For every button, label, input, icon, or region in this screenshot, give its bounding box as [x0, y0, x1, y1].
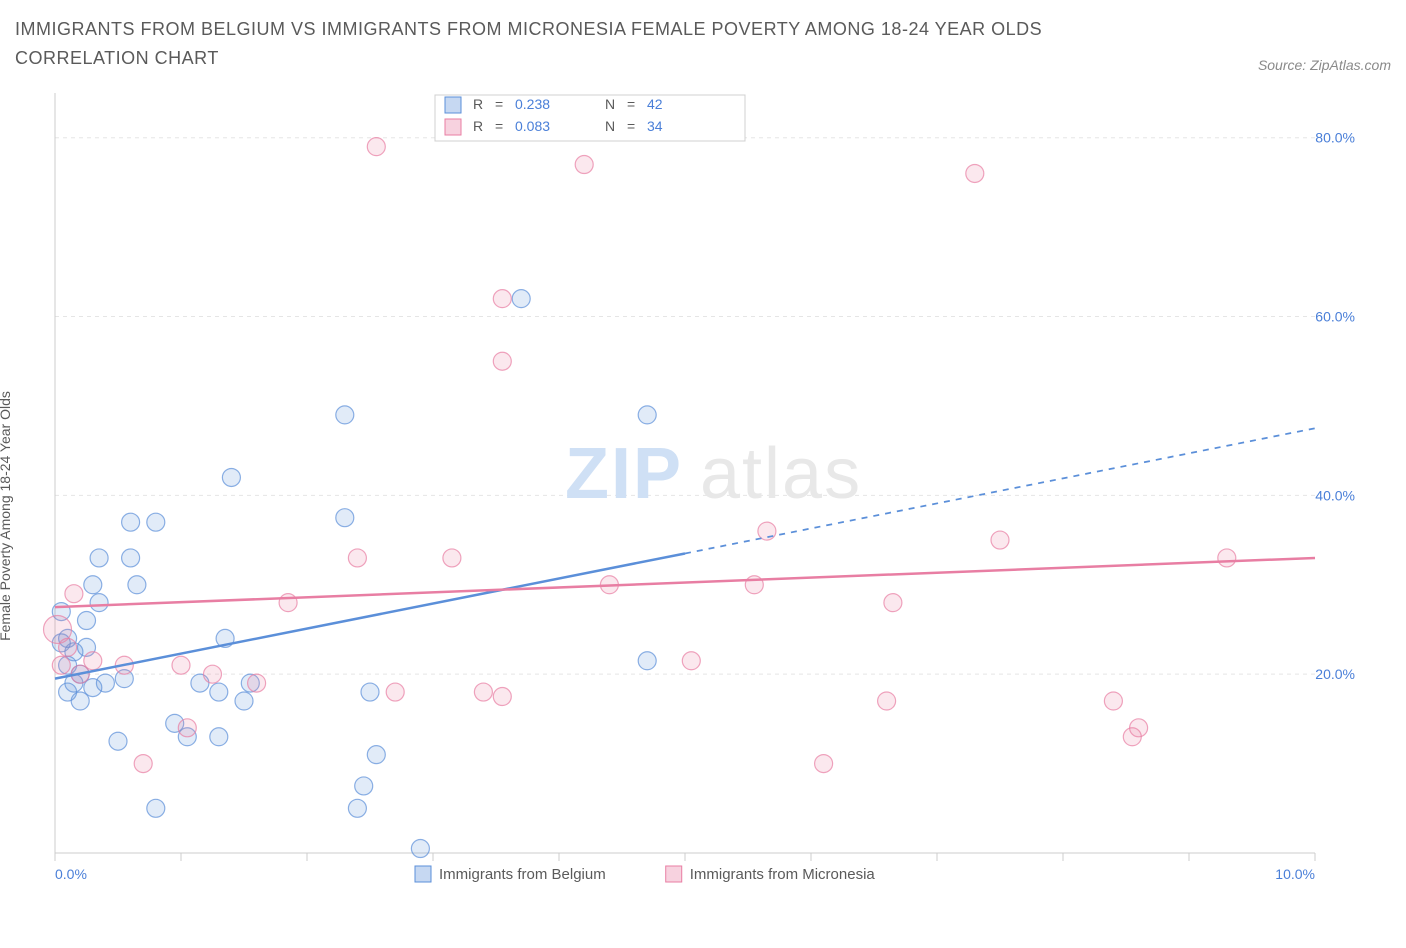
scatter-point [884, 593, 902, 611]
watermark: atlas [700, 434, 862, 514]
scatter-point [815, 754, 833, 772]
scatter-point [361, 683, 379, 701]
scatter-point [966, 164, 984, 182]
scatter-point [474, 683, 492, 701]
legend-eq: = [495, 96, 503, 112]
scatter-point [411, 839, 429, 857]
legend-n-value: 42 [647, 96, 663, 112]
legend-eq: = [627, 118, 635, 134]
legend-r-label: R [473, 118, 483, 134]
chart-source: Source: ZipAtlas.com [1258, 57, 1391, 73]
scatter-point [84, 651, 102, 669]
scatter-point [575, 155, 593, 173]
x-tick-label: 0.0% [55, 866, 87, 882]
legend-series-label: Immigrants from Micronesia [690, 866, 876, 883]
chart-title: IMMIGRANTS FROM BELGIUM VS IMMIGRANTS FR… [15, 15, 1115, 73]
scatter-point [65, 584, 83, 602]
scatter-point [336, 405, 354, 423]
y-axis-label: Female Poverty Among 18-24 Year Olds [0, 391, 13, 641]
scatter-point [1218, 549, 1236, 567]
legend-eq: = [627, 96, 635, 112]
scatter-point [90, 593, 108, 611]
legend-eq: = [495, 118, 503, 134]
legend-series-label: Immigrants from Belgium [439, 866, 606, 883]
legend-r-value: 0.083 [515, 118, 550, 134]
scatter-point [1104, 692, 1122, 710]
scatter-point [78, 611, 96, 629]
scatter-point [128, 575, 146, 593]
scatter-point [96, 674, 114, 692]
scatter-point [493, 289, 511, 307]
legend-r-value: 0.238 [515, 96, 550, 112]
scatter-point [367, 137, 385, 155]
scatter-point [682, 651, 700, 669]
legend-n-label: N [605, 118, 615, 134]
scatter-point [336, 508, 354, 526]
scatter-point [279, 593, 297, 611]
scatter-point [878, 692, 896, 710]
scatter-point [367, 745, 385, 763]
scatter-point [1130, 718, 1148, 736]
scatter-point [222, 468, 240, 486]
scatter-point [122, 549, 140, 567]
scatter-point [638, 651, 656, 669]
legend-r-label: R [473, 96, 483, 112]
scatter-point [147, 799, 165, 817]
scatter-point [210, 683, 228, 701]
scatter-point [493, 687, 511, 705]
scatter-point [248, 674, 266, 692]
scatter-point [210, 727, 228, 745]
scatter-point [348, 799, 366, 817]
scatter-point [386, 683, 404, 701]
scatter-point [991, 531, 1009, 549]
y-tick-label: 20.0% [1315, 666, 1355, 682]
scatter-point [90, 549, 108, 567]
y-tick-label: 40.0% [1315, 487, 1355, 503]
scatter-point [512, 289, 530, 307]
trend-line [55, 558, 1315, 607]
scatter-point [638, 405, 656, 423]
scatter-point [178, 718, 196, 736]
x-tick-label: 10.0% [1275, 866, 1315, 882]
scatter-point [147, 513, 165, 531]
legend-swatch [445, 119, 461, 135]
scatter-point [134, 754, 152, 772]
scatter-point [355, 777, 373, 795]
scatter-point [172, 656, 190, 674]
scatter-point [235, 692, 253, 710]
scatter-point [109, 732, 127, 750]
trend-line [55, 553, 685, 678]
scatter-point [122, 513, 140, 531]
y-tick-label: 60.0% [1315, 308, 1355, 324]
legend-n-label: N [605, 96, 615, 112]
legend-n-value: 34 [647, 118, 663, 134]
scatter-point [84, 575, 102, 593]
correlation-scatter-chart: 20.0% 40.0% 60.0% 80.0% ZIPatlas 0.0% 10.0% R = 0… [15, 83, 1365, 933]
scatter-point [204, 665, 222, 683]
y-tick-label: 80.0% [1315, 129, 1355, 145]
watermark: ZIP [565, 434, 683, 514]
scatter-point [52, 656, 70, 674]
scatter-point [758, 522, 776, 540]
scatter-point [493, 352, 511, 370]
scatter-point [348, 549, 366, 567]
scatter-point [443, 549, 461, 567]
scatter-point [59, 638, 77, 656]
legend-swatch [445, 97, 461, 113]
legend-swatch [666, 866, 682, 882]
legend-swatch [415, 866, 431, 882]
